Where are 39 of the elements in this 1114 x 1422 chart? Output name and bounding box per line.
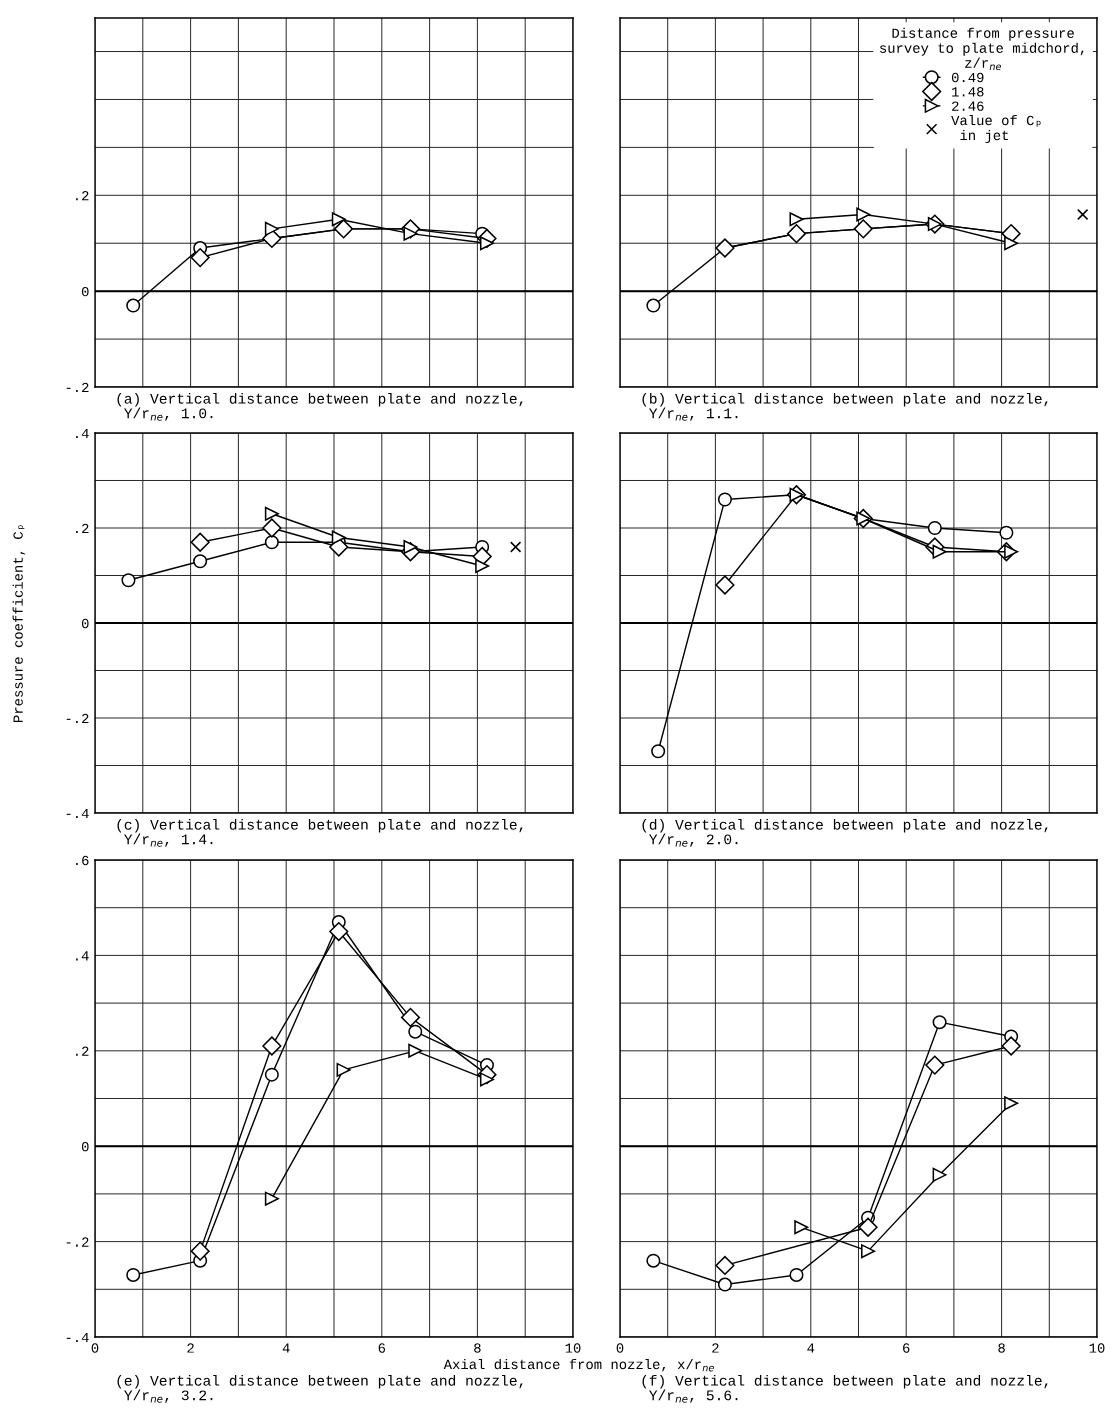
- y-tick-label: 0: [81, 286, 89, 297]
- legend-label: Value of Cₚ in jet: [951, 114, 1041, 143]
- y-axis-title: Pressure coefficient, Cₚ: [12, 525, 26, 722]
- text: (e) Vertical distance between plate and nozzle, Y/r$_{ne}$, 3.2.: [117, 1375, 523, 1403]
- y-tick-label: -.4: [66, 1332, 89, 1343]
- y-tick-label: .4: [76, 428, 89, 439]
- x-tick-label: 6: [903, 1343, 910, 1353]
- x-tick-label: 0: [91, 1343, 99, 1353]
- x-tick-label: 4: [282, 1343, 290, 1353]
- y-tick-label: .6: [76, 855, 89, 866]
- y-tick-label: 0: [81, 1141, 89, 1152]
- text: (d) Vertical distance between plate and nozzle, Y/r$_{ne}$, 2.0.: [642, 819, 1048, 847]
- y-tick-label: .2: [76, 523, 89, 534]
- x-tick-label: 10: [1089, 1343, 1105, 1353]
- x-tick-label: 2: [712, 1343, 719, 1353]
- legend-label: 0.49: [951, 72, 984, 83]
- y-tick-label: 0: [81, 618, 89, 629]
- y-tick-label: -.2: [66, 1237, 89, 1247]
- y-tick-label: .4: [76, 951, 89, 961]
- y-tick-label: -.4: [66, 808, 89, 819]
- legend-label: 2.46: [952, 101, 984, 111]
- text: (c) Vertical distance between plate and nozzle, Y/r$_{ne}$, 1.4.: [117, 819, 523, 847]
- y-tick-label: .2: [76, 1046, 89, 1056]
- y-tick-label: -.2: [66, 713, 89, 724]
- legend-label: 1.48: [952, 87, 984, 97]
- text: (a) Vertical distance between plate and nozzle, Y/r$_{ne}$, 1.0.: [117, 393, 523, 421]
- x-tick-label: 2: [187, 1343, 194, 1353]
- x-tick-label: 6: [378, 1343, 386, 1353]
- legend-title: Distance from pressure survey to plate midchord, z/r$_{ne}$: [880, 27, 1084, 71]
- x-tick-label: 10: [565, 1343, 581, 1353]
- x-tick-label: 8: [998, 1343, 1005, 1353]
- text: (f) Vertical distance between plate and nozzle, Y/r$_{ne}$, 5.6.: [642, 1375, 1048, 1403]
- x-tick-label: 0: [616, 1343, 624, 1353]
- x-axis-title: Axial distance from nozzle, x/r$_{ne}$: [443, 1358, 714, 1372]
- text: (b) Vertical distance between plate and nozzle, Y/r$_{ne}$, 1.1.: [642, 393, 1048, 421]
- x-tick-label: 8: [474, 1343, 481, 1353]
- y-tick-label: -.2: [66, 382, 89, 393]
- y-tick-label: .2: [76, 191, 89, 201]
- x-tick-label: 4: [807, 1343, 815, 1353]
